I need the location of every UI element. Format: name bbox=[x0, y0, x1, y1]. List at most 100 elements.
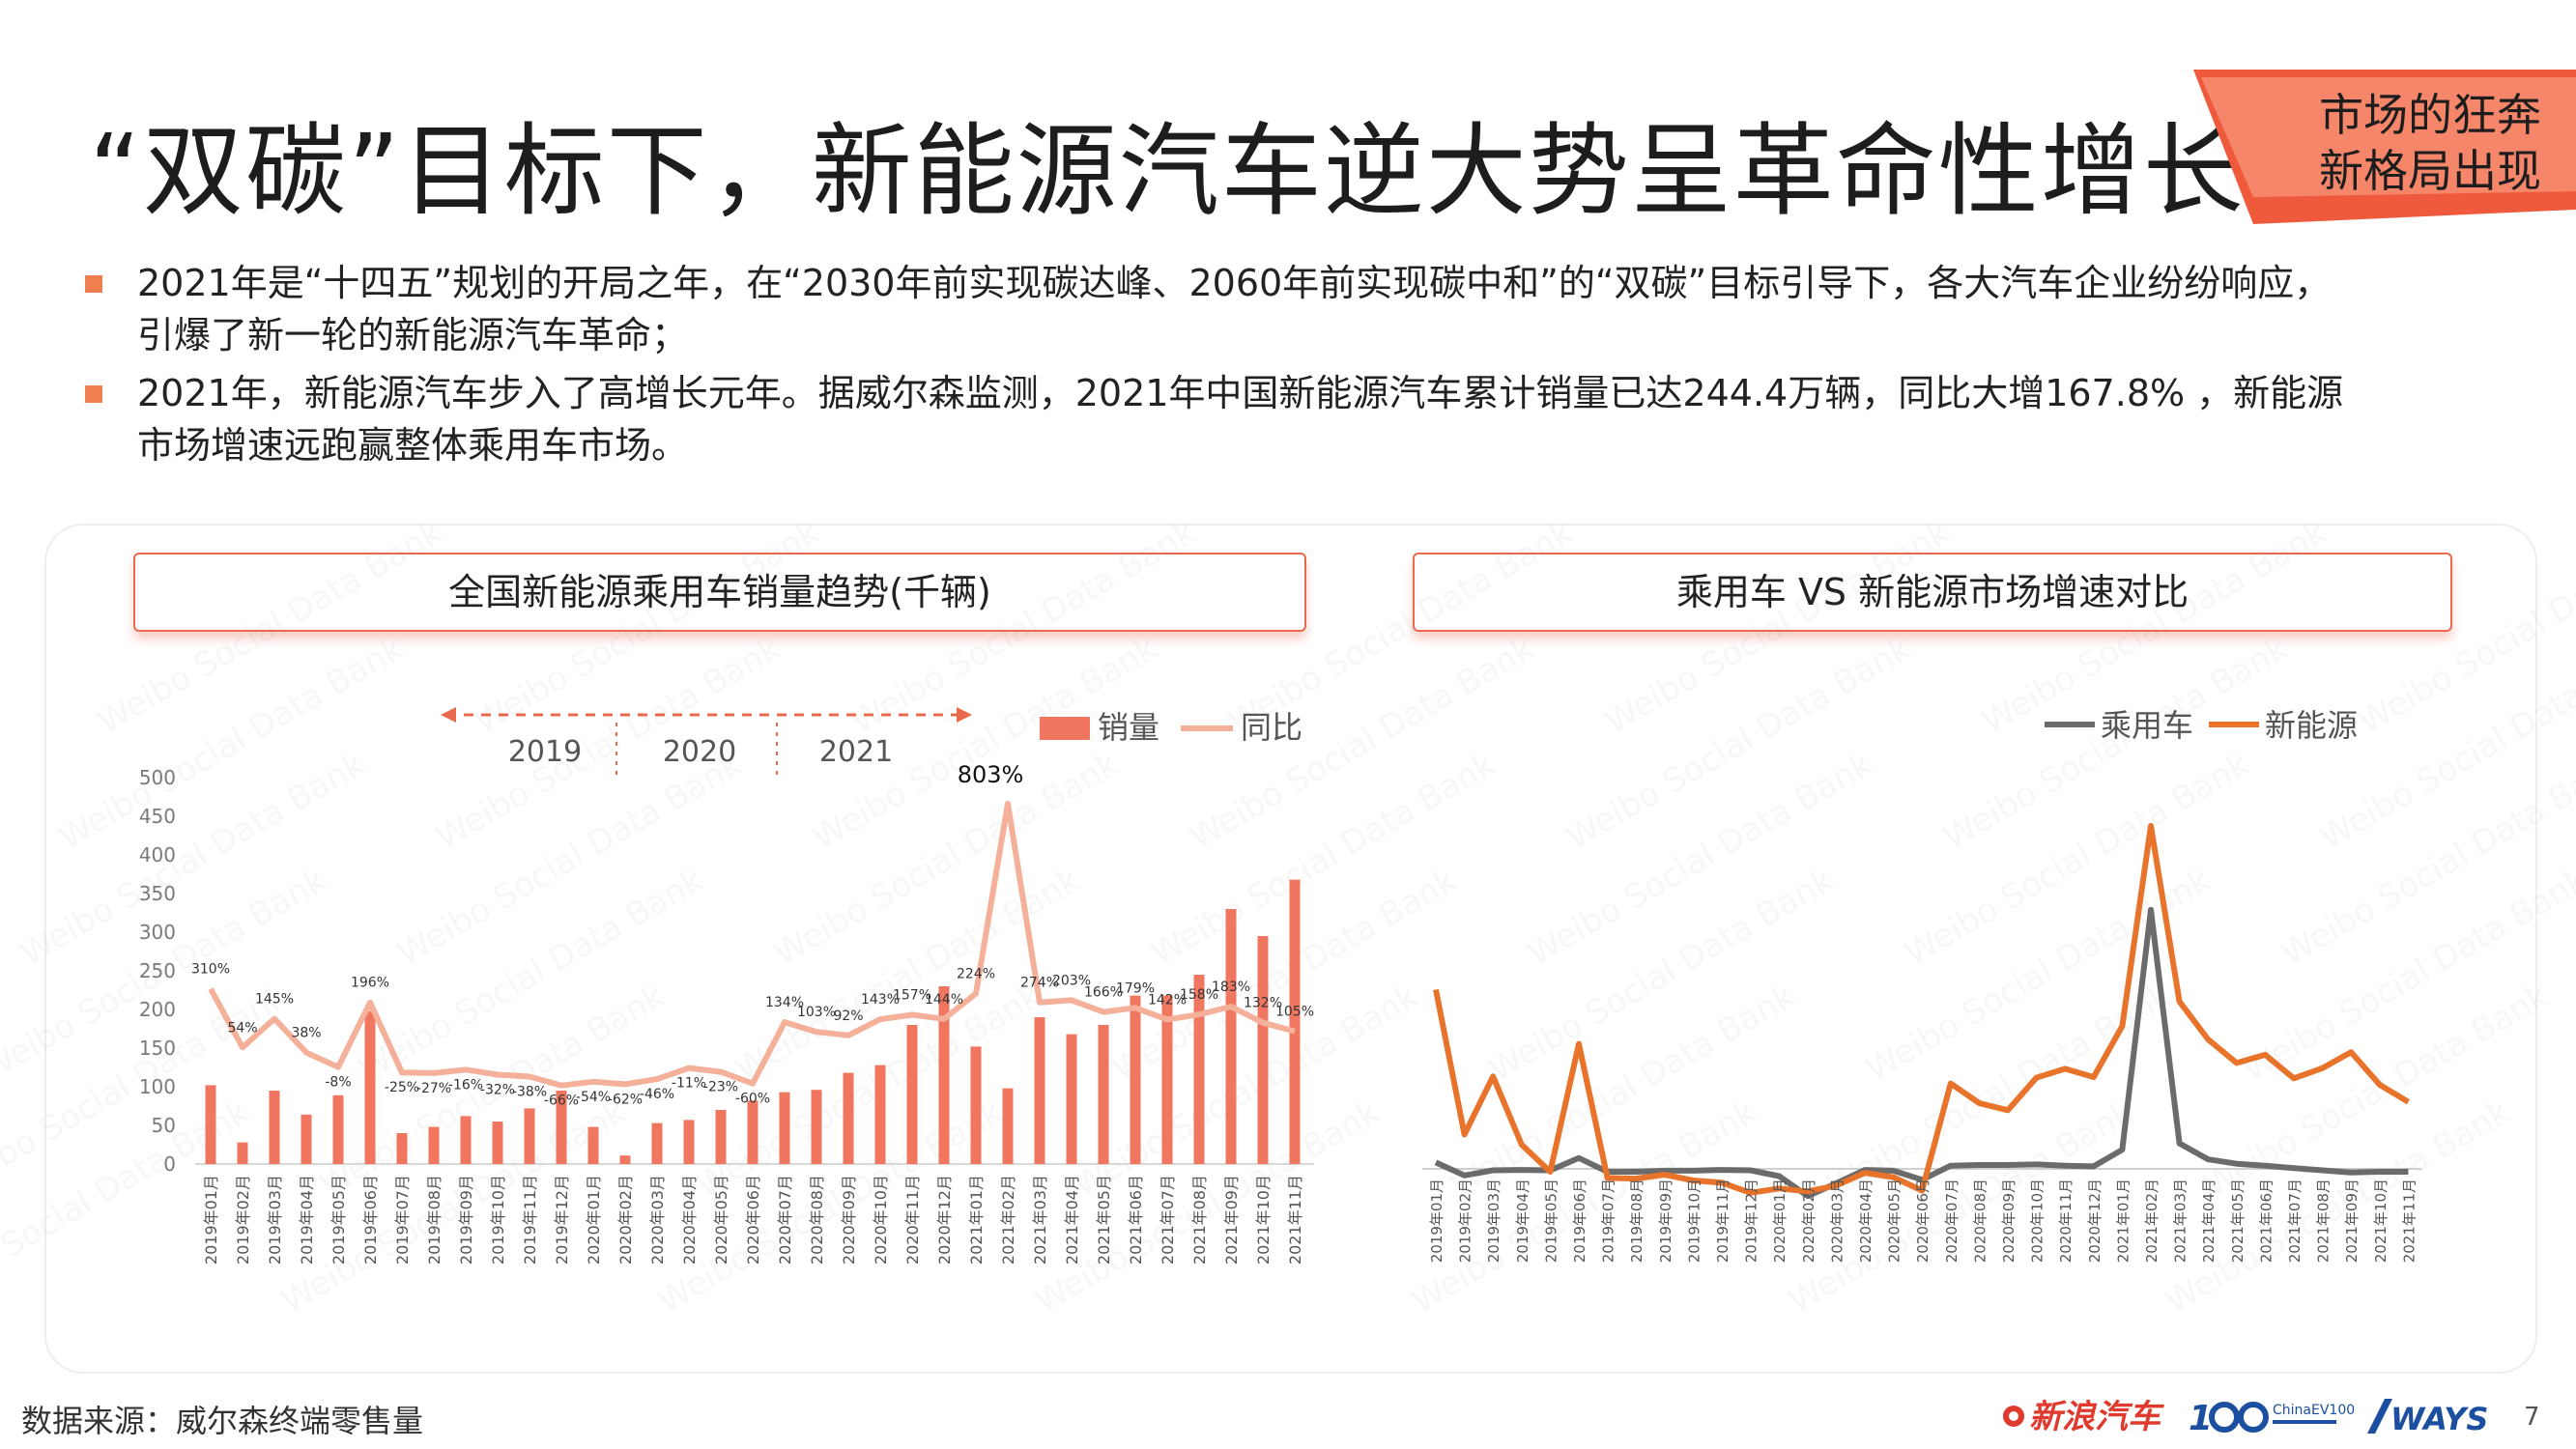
sales-bar bbox=[811, 1090, 822, 1164]
yoy-data-label: 132% bbox=[1244, 996, 1282, 1011]
yoy-data-label: -25% bbox=[385, 1080, 419, 1095]
sales-bar bbox=[1034, 1017, 1045, 1164]
yoy-data-label: 134% bbox=[765, 995, 804, 1010]
x-tick-label: 2019年08月 bbox=[425, 1175, 444, 1264]
x-tick-label: 2021年11月 bbox=[1286, 1175, 1304, 1264]
ways-logo: WAYS bbox=[2367, 1399, 2488, 1437]
x-tick-label: 2021年10月 bbox=[1254, 1175, 1273, 1264]
sina-logo-text: 新浪汽车 bbox=[2029, 1398, 2165, 1436]
x-tick-label: 2020年11月 bbox=[903, 1175, 922, 1264]
x-tick-label: 2020年06月 bbox=[744, 1175, 762, 1264]
sales-bar bbox=[269, 1091, 280, 1164]
sales-bar bbox=[1193, 975, 1205, 1164]
sales-bar bbox=[492, 1122, 503, 1164]
sales-bar bbox=[556, 1091, 567, 1164]
x-tick-label: 2019年09月 bbox=[457, 1175, 475, 1264]
sales-bar bbox=[651, 1122, 663, 1164]
sales-bar bbox=[619, 1155, 631, 1164]
yoy-data-label: 38% bbox=[291, 1026, 321, 1041]
sales-bar bbox=[364, 1010, 376, 1164]
y-tick-label: 200 bbox=[139, 998, 176, 1021]
x-tick-label: 2021年04月 bbox=[1063, 1175, 1081, 1264]
yoy-data-label: -66% bbox=[544, 1094, 579, 1109]
yoy-data-label: -23% bbox=[703, 1080, 738, 1095]
x-tick-label: 2019年05月 bbox=[329, 1175, 348, 1264]
sales-bar bbox=[970, 1046, 982, 1164]
ways-logo-text: WAYS bbox=[2390, 1401, 2488, 1437]
sales-bar bbox=[1002, 1088, 1014, 1164]
yoy-data-label: 166% bbox=[1084, 985, 1123, 1001]
yoy-data-label: 224% bbox=[957, 967, 995, 982]
yoy-data-label: -38% bbox=[512, 1085, 547, 1100]
yoy-data-label: -8% bbox=[325, 1075, 351, 1091]
yoy-data-label: 54% bbox=[227, 1020, 257, 1036]
sales-bar bbox=[938, 986, 950, 1164]
x-tick-label: 2019年12月 bbox=[553, 1175, 571, 1264]
arrow-left-icon bbox=[441, 707, 456, 723]
y-tick-label: 100 bbox=[139, 1075, 176, 1098]
x-tick-label: 2020年10月 bbox=[872, 1175, 890, 1264]
y-tick-label: 350 bbox=[139, 882, 176, 905]
y-tick-label: 250 bbox=[139, 959, 176, 982]
x-tick-label: 2020年02月 bbox=[616, 1175, 635, 1264]
year-label: 2019 bbox=[508, 735, 582, 769]
sales-bar bbox=[1066, 1034, 1077, 1164]
yoy-data-label: 157% bbox=[893, 988, 931, 1004]
yoy-data-label: 143% bbox=[861, 992, 900, 1008]
bullet-square-icon bbox=[85, 385, 102, 403]
yoy-data-label: -32% bbox=[480, 1083, 515, 1098]
sales-bar bbox=[524, 1108, 535, 1164]
yoy-data-label: -16% bbox=[448, 1077, 483, 1093]
yoy-data-label: -54% bbox=[576, 1090, 611, 1105]
yoy-data-label: 158% bbox=[1180, 987, 1218, 1003]
bullet-text: 2021年是“十四五”规划的开局之年，在“2030年前实现碳达峰、2060年前实… bbox=[137, 262, 2332, 356]
chinaev100-logo: 1 ChinaEV100 bbox=[2189, 1399, 2355, 1438]
bullet-square-icon bbox=[85, 275, 102, 293]
x-tick-label: 2020年08月 bbox=[808, 1175, 826, 1264]
yoy-data-label: 142% bbox=[1148, 992, 1187, 1008]
x-tick-label: 2021年01月 bbox=[967, 1175, 986, 1264]
sales-bar bbox=[715, 1110, 727, 1164]
x-tick-label: 2020年07月 bbox=[776, 1175, 794, 1264]
x-tick-label: 2019年04月 bbox=[298, 1175, 316, 1264]
sales-bar bbox=[428, 1126, 440, 1164]
section-tag: 市场的狂奔 新格局出现 bbox=[2251, 87, 2541, 199]
yoy-data-label: 203% bbox=[1052, 973, 1091, 988]
x-tick-label: 2021年02月 bbox=[999, 1175, 1017, 1264]
left-chart-title: 全国新能源乘用车销量趋势(千辆) bbox=[133, 553, 1306, 632]
yoy-data-label: -60% bbox=[735, 1092, 770, 1107]
yoy-data-label: 179% bbox=[1116, 980, 1155, 996]
page-number: 7 bbox=[2524, 1403, 2540, 1432]
yoy-data-label: 196% bbox=[351, 976, 389, 991]
page-title: “双碳”目标下，新能源汽车逆大势呈革命性增长 bbox=[89, 112, 2246, 230]
sales-bar bbox=[1130, 995, 1141, 1164]
x-tick-label: 2019年07月 bbox=[393, 1175, 412, 1264]
sales-bar bbox=[587, 1126, 599, 1164]
sina-auto-logo: 新浪汽车 bbox=[2003, 1398, 2165, 1436]
yoy-data-label: -27% bbox=[416, 1081, 451, 1096]
x-tick-label: 2020年12月 bbox=[935, 1175, 954, 1264]
y-tick-label: 50 bbox=[152, 1114, 176, 1137]
y-tick-label: 0 bbox=[163, 1152, 176, 1176]
bullet-list: 2021年是“十四五”规划的开局之年，在“2030年前实现碳达峰、2060年前实… bbox=[85, 257, 2365, 477]
svg-text:1: 1 bbox=[2189, 1399, 2213, 1438]
yoy-data-label: 145% bbox=[255, 991, 294, 1007]
yoy-data-label: 274% bbox=[1020, 976, 1059, 991]
legend-label: 同比 bbox=[1241, 709, 1302, 746]
yoy-data-label: -62% bbox=[608, 1092, 643, 1107]
x-tick-label: 2019年03月 bbox=[266, 1175, 284, 1264]
sales-bar bbox=[1098, 1025, 1109, 1164]
yoy-data-label: 92% bbox=[833, 1009, 863, 1024]
x-tick-label: 2021年05月 bbox=[1095, 1175, 1113, 1264]
arrow-right-icon bbox=[957, 707, 972, 723]
sales-bar bbox=[843, 1072, 854, 1164]
x-tick-label: 2020年01月 bbox=[585, 1175, 603, 1264]
yoy-data-label: -11% bbox=[672, 1076, 706, 1092]
section-tag-line1: 市场的狂奔 bbox=[2319, 89, 2541, 141]
x-tick-label: 2020年09月 bbox=[840, 1175, 858, 1264]
yoy-data-label: -46% bbox=[640, 1087, 674, 1102]
legend-label: 销量 bbox=[1098, 709, 1159, 746]
logo-bar: 新浪汽车 1 ChinaEV100 WAYS bbox=[2003, 1398, 2488, 1438]
yoy-data-label: 310% bbox=[191, 962, 230, 978]
